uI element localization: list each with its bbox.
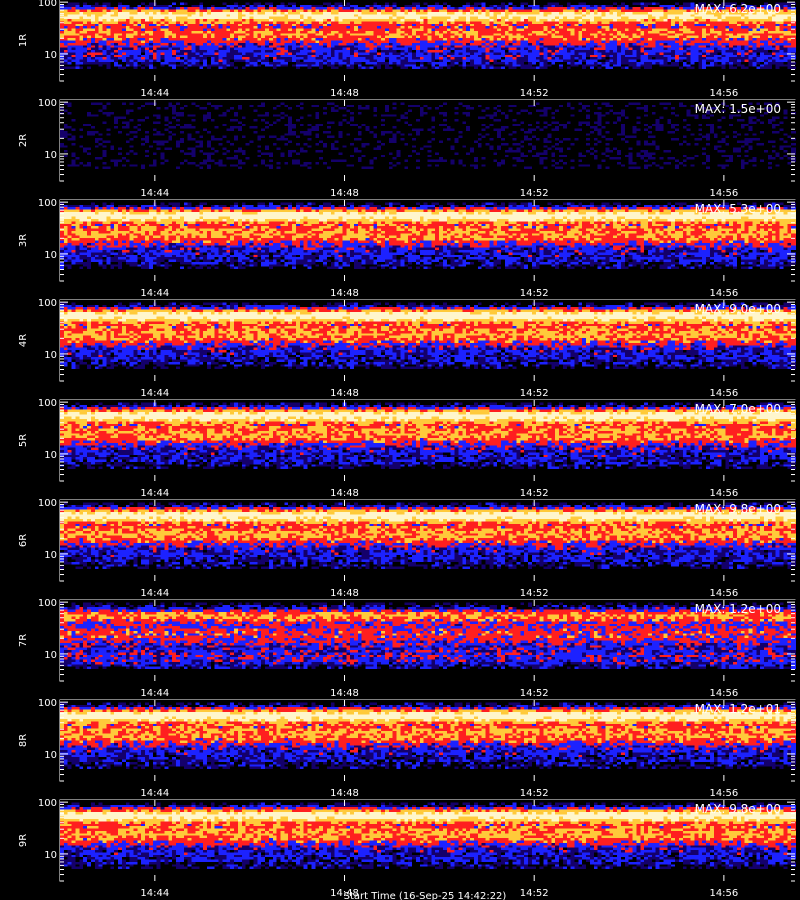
heatmap-cells-1R	[60, 0, 796, 82]
